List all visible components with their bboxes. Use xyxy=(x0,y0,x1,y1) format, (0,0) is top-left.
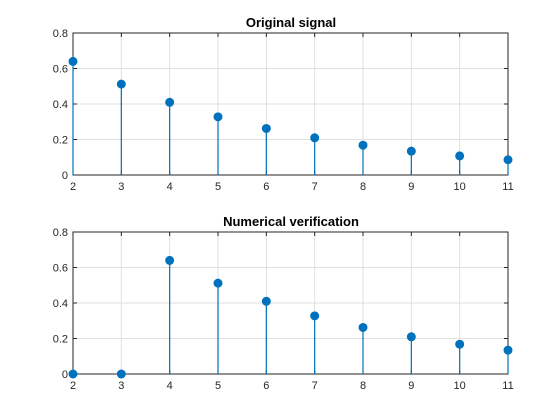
bottom-xtick-label-4: 6 xyxy=(263,380,269,392)
top-ytick-label-3: 0.6 xyxy=(53,64,68,76)
bottom-ytick-label-2: 0.4 xyxy=(53,298,68,310)
top-xtick-label-3: 5 xyxy=(215,181,221,193)
bottom-xtick-label-3: 5 xyxy=(215,380,221,392)
top-plot-title: Original signal xyxy=(246,15,336,30)
top-ytick-label-2: 0.4 xyxy=(53,99,68,111)
bottom-marker-8 xyxy=(455,339,465,349)
bottom-marker-3 xyxy=(213,278,223,288)
top-marker-8 xyxy=(455,151,465,161)
bottom-ytick-label-4: 0.8 xyxy=(53,227,68,239)
bottom-xtick-label-9: 11 xyxy=(502,380,513,392)
top-marker-6 xyxy=(358,140,368,150)
top-marker-7 xyxy=(406,146,416,156)
bottom-ytick-label-0: 0 xyxy=(62,369,68,381)
top-xtick-label-4: 6 xyxy=(263,181,269,193)
top-xtick-label-9: 11 xyxy=(502,181,513,193)
bottom-xtick-label-0: 2 xyxy=(70,380,76,392)
top-marker-1 xyxy=(116,79,126,89)
bottom-ytick-label-1: 0.2 xyxy=(53,334,68,346)
bottom-marker-4 xyxy=(261,296,271,306)
bottom-xtick-label-1: 3 xyxy=(118,380,124,392)
top-xtick-label-5: 7 xyxy=(312,181,318,193)
top-ytick-label-4: 0.8 xyxy=(53,28,68,40)
top-xtick-label-0: 2 xyxy=(70,181,76,193)
top-marker-0 xyxy=(68,56,78,66)
bottom-marker-6 xyxy=(358,322,368,332)
top-marker-9 xyxy=(503,155,513,165)
bottom-xtick-label-5: 7 xyxy=(312,380,318,392)
top-marker-5 xyxy=(310,133,320,143)
bottom-marker-7 xyxy=(406,332,416,342)
bottom-marker-2 xyxy=(165,255,175,265)
bottom-xtick-label-7: 9 xyxy=(408,380,414,392)
bottom-marker-0 xyxy=(68,369,78,379)
top-xtick-label-7: 9 xyxy=(408,181,414,193)
top-xtick-label-6: 8 xyxy=(360,181,366,193)
bottom-plot-panel: Numerical verification 2 3 4 5 6 7 8 9 10 11 0 0.2 0… xyxy=(53,214,514,392)
bottom-marker-5 xyxy=(310,311,320,321)
top-plot-panel: Original signal 2 3 4 5 6 7 8 9 10 11 0 0.2 0.4 0.6 0.… xyxy=(53,15,514,193)
top-marker-4 xyxy=(261,123,271,133)
top-marker-2 xyxy=(165,97,175,107)
bottom-plot-title: Numerical verification xyxy=(223,214,359,229)
top-marker-3 xyxy=(213,112,223,122)
bottom-xtick-label-2: 4 xyxy=(167,380,173,392)
bottom-marker-9 xyxy=(503,345,513,355)
bottom-xtick-label-8: 10 xyxy=(454,380,466,392)
bottom-marker-1 xyxy=(116,369,126,379)
top-xtick-label-1: 3 xyxy=(118,181,124,193)
top-ytick-label-0: 0 xyxy=(62,170,68,182)
bottom-xtick-label-6: 8 xyxy=(360,380,366,392)
top-xtick-label-8: 10 xyxy=(454,181,466,193)
top-xtick-label-2: 4 xyxy=(167,181,173,193)
top-ytick-label-1: 0.2 xyxy=(53,135,68,147)
bottom-ytick-label-3: 0.6 xyxy=(53,263,68,275)
